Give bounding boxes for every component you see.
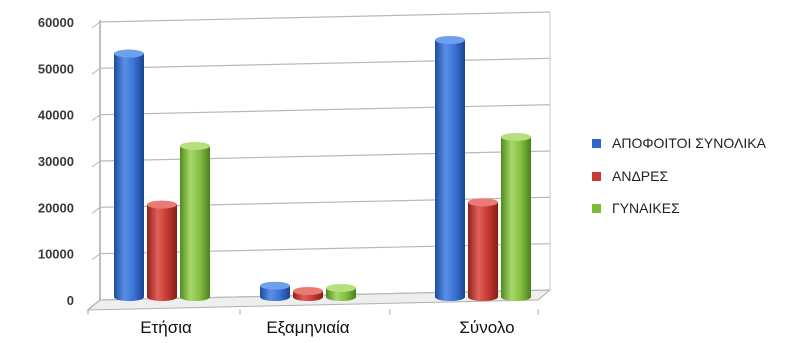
bar-base [293, 293, 323, 301]
bar-body [180, 145, 210, 297]
bar-top [293, 287, 323, 295]
bar-body [147, 204, 177, 297]
bar-top [326, 283, 356, 292]
bar-top [435, 36, 465, 44]
y-tick-label: 0 [67, 293, 74, 308]
x-category-label: Εξαμηνιαία [266, 318, 349, 337]
bar [326, 283, 356, 301]
bars [114, 36, 531, 301]
y-tick-label: 20000 [38, 200, 74, 215]
legend: ΑΠΟΦΟΙΤΟΙ ΣΥΝΟΛΙΚΑ ΑΝΔΡΕΣ ΓΥΝΑΙΚΕΣ [592, 135, 767, 216]
y-tick-label: 50000 [38, 61, 74, 76]
x-category-label: Ετήσια [140, 318, 192, 337]
bar-base [501, 293, 531, 301]
bar-top [468, 198, 498, 207]
bar [293, 287, 323, 301]
gridline-side [91, 21, 101, 29]
bar-base [260, 293, 290, 301]
bar-body [435, 40, 465, 297]
bar-body [114, 53, 144, 297]
y-tick-label: 60000 [38, 15, 74, 30]
y-axis: 0 10000 20000 30000 40000 50000 60000 [38, 15, 74, 308]
gridline-side [91, 160, 101, 168]
legend-swatch [592, 139, 601, 148]
bar [468, 198, 498, 301]
y-tick-label: 10000 [38, 247, 74, 262]
gridline [99, 11, 551, 23]
gridline [99, 150, 551, 162]
bar-base [147, 293, 177, 301]
x-category-label: Σύνολο [459, 318, 514, 337]
bar-body [501, 136, 531, 297]
bar-top [147, 200, 177, 209]
gridline-side [91, 206, 101, 214]
bar [114, 49, 144, 301]
legend-label: ΑΝΔΡΕΣ [612, 168, 668, 184]
bar-base [180, 293, 210, 301]
bar-top [114, 49, 144, 58]
bar [501, 132, 531, 301]
gridline-side [91, 67, 101, 75]
legend-label: ΓΥΝΑΙΚΕΣ [612, 200, 680, 216]
bar-top [260, 281, 290, 290]
bar-base [114, 293, 144, 301]
bar-top [180, 141, 210, 150]
gridline-side [91, 114, 101, 122]
bar [180, 141, 210, 301]
legend-swatch [592, 172, 601, 181]
legend-swatch [592, 204, 601, 213]
bar-body [326, 287, 356, 297]
bar-body [468, 202, 498, 297]
x-axis: Ετήσια Εξαμηνιαία Σύνολο [87, 309, 539, 337]
y-tick-label: 30000 [38, 154, 74, 169]
gridline-side [91, 253, 101, 261]
bar-body [260, 285, 290, 297]
y-tick-label: 40000 [38, 108, 74, 123]
bar [260, 281, 290, 301]
bar [435, 36, 465, 301]
bar-base [468, 293, 498, 301]
gridline-side [91, 299, 101, 307]
bar-base [435, 293, 465, 301]
bar-base [326, 293, 356, 301]
legend-label: ΑΠΟΦΟΙΤΟΙ ΣΥΝΟΛΙΚΑ [612, 135, 767, 151]
bar [147, 200, 177, 301]
bar-top [501, 132, 531, 141]
gridline [99, 104, 551, 116]
gridline [99, 57, 551, 69]
